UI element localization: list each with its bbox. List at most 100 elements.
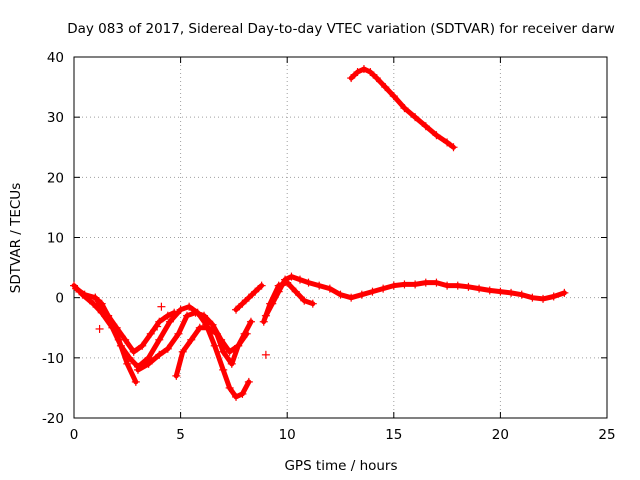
grid bbox=[74, 57, 607, 418]
data-point bbox=[204, 323, 213, 332]
x-tick-label: 20 bbox=[492, 427, 509, 443]
data-point bbox=[496, 287, 505, 296]
data-point bbox=[336, 290, 345, 299]
data-point bbox=[208, 320, 217, 329]
data-point bbox=[432, 131, 441, 140]
axis-ticks bbox=[73, 56, 608, 419]
isolated-point bbox=[261, 350, 270, 359]
data-point bbox=[155, 350, 164, 359]
data-point bbox=[507, 288, 516, 297]
isolated-point bbox=[157, 302, 166, 311]
series-trace-e bbox=[172, 317, 255, 380]
data-point bbox=[232, 392, 241, 401]
data-point bbox=[123, 359, 132, 368]
data-point bbox=[89, 299, 98, 308]
data-point bbox=[347, 293, 356, 302]
data-point bbox=[185, 302, 194, 311]
data-point bbox=[539, 294, 548, 303]
data-point bbox=[549, 292, 558, 301]
data-point bbox=[240, 329, 249, 338]
data-point bbox=[172, 371, 181, 380]
y-axis-label: SDTVAR / TECUs bbox=[8, 183, 24, 293]
data-point bbox=[389, 92, 398, 101]
data-point bbox=[368, 287, 377, 296]
y-tick-labels: -20 -10 0 10 20 30 40 bbox=[42, 50, 64, 427]
x-tick-label: 15 bbox=[385, 427, 402, 443]
y-tick-label: -10 bbox=[42, 351, 64, 367]
data-point bbox=[234, 341, 243, 350]
data-point bbox=[453, 281, 462, 290]
data-point bbox=[287, 272, 296, 281]
y-tick-label: 20 bbox=[47, 170, 64, 186]
data-point bbox=[238, 389, 247, 398]
data-point bbox=[170, 308, 179, 317]
data-point bbox=[379, 284, 388, 293]
data-point bbox=[283, 278, 292, 287]
data-point bbox=[72, 284, 81, 293]
data-point bbox=[195, 323, 204, 332]
data-point bbox=[225, 383, 234, 392]
data-point bbox=[274, 281, 283, 290]
data-point bbox=[178, 347, 187, 356]
x-tick-label: 10 bbox=[279, 427, 296, 443]
y-tick-label: -20 bbox=[42, 411, 64, 427]
data-point bbox=[300, 296, 309, 305]
data-point bbox=[227, 359, 236, 368]
data-point bbox=[400, 104, 409, 113]
data-point bbox=[266, 299, 275, 308]
data-point bbox=[112, 323, 121, 332]
data-series bbox=[70, 65, 569, 401]
data-point bbox=[347, 74, 356, 83]
series-trace-b bbox=[72, 284, 140, 386]
data-point bbox=[121, 335, 130, 344]
series-trace-g bbox=[261, 272, 569, 320]
data-point bbox=[304, 278, 313, 287]
data-point bbox=[308, 299, 317, 308]
data-point bbox=[244, 293, 253, 302]
data-point bbox=[449, 143, 458, 152]
data-point bbox=[246, 317, 255, 326]
data-point bbox=[163, 311, 172, 320]
data-point bbox=[97, 299, 106, 308]
plot-frame bbox=[73, 56, 608, 419]
data-point bbox=[238, 299, 247, 308]
data-point bbox=[187, 335, 196, 344]
data-point bbox=[432, 278, 441, 287]
data-point bbox=[400, 280, 409, 289]
x-tick-label: 5 bbox=[176, 427, 185, 443]
series-line bbox=[261, 280, 316, 325]
data-point bbox=[359, 65, 368, 74]
isolated-points bbox=[95, 302, 270, 359]
x-axis-label: GPS time / hours bbox=[284, 458, 397, 474]
data-point bbox=[421, 278, 430, 287]
data-point bbox=[443, 281, 452, 290]
data-point bbox=[191, 308, 200, 317]
data-point bbox=[291, 287, 300, 296]
chart-title: Day 083 of 2017, Sidereal Day-to-day VTE… bbox=[67, 21, 615, 37]
data-point bbox=[163, 344, 172, 353]
data-point bbox=[295, 275, 304, 284]
data-point bbox=[485, 286, 494, 295]
data-point bbox=[411, 280, 420, 289]
data-point bbox=[155, 317, 164, 326]
data-point bbox=[80, 290, 89, 299]
data-point bbox=[133, 365, 142, 374]
data-point bbox=[325, 284, 334, 293]
data-point bbox=[560, 288, 569, 297]
data-point bbox=[357, 290, 366, 299]
data-point bbox=[372, 74, 381, 83]
data-point bbox=[91, 293, 100, 302]
data-point bbox=[219, 365, 228, 374]
data-point bbox=[144, 359, 153, 368]
data-point bbox=[165, 317, 174, 326]
data-point bbox=[353, 68, 362, 77]
data-point bbox=[464, 282, 473, 291]
data-point bbox=[528, 293, 537, 302]
series-trace-i bbox=[347, 65, 458, 152]
x-tick-label: 0 bbox=[70, 427, 79, 443]
data-point bbox=[212, 329, 221, 338]
isolated-point bbox=[95, 324, 104, 333]
data-point bbox=[411, 113, 420, 122]
data-point bbox=[155, 335, 164, 344]
data-point bbox=[475, 284, 484, 293]
